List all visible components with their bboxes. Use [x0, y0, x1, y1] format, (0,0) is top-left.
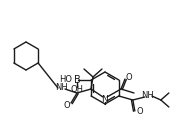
Text: OH: OH	[71, 86, 84, 94]
Text: NH: NH	[142, 90, 154, 100]
Text: O: O	[137, 107, 143, 117]
Text: HO: HO	[59, 74, 72, 84]
Text: O: O	[126, 73, 132, 83]
Text: B: B	[74, 75, 81, 85]
Text: NH: NH	[55, 83, 67, 91]
Text: N: N	[102, 94, 108, 103]
Text: O: O	[64, 102, 70, 111]
